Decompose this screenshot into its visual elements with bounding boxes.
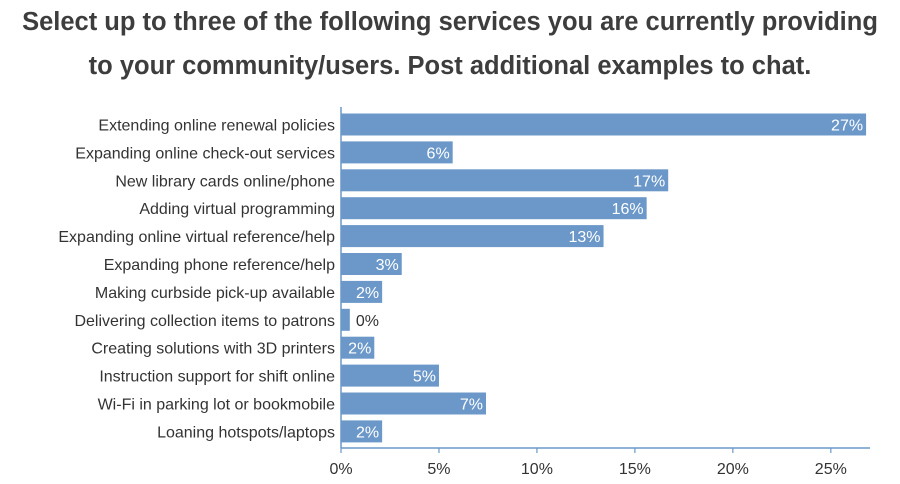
bar xyxy=(341,280,383,303)
bar xyxy=(341,113,867,136)
data-label: 7% xyxy=(460,397,483,414)
bar xyxy=(341,308,350,331)
data-label: 0% xyxy=(356,313,379,330)
data-label: 13% xyxy=(569,229,601,246)
category-label: Extending online renewal policies xyxy=(98,118,335,135)
category-label: Delivering collection items to patrons xyxy=(74,313,335,330)
category-label: Adding virtual programming xyxy=(139,201,335,218)
x-tick-label: 20% xyxy=(717,461,749,478)
x-tick-label: 25% xyxy=(815,461,847,478)
x-tick-label: 0% xyxy=(329,461,352,478)
category-label: Creating solutions with 3D printers xyxy=(91,341,335,358)
category-label: Wi-Fi in parking lot or bookmobile xyxy=(98,397,336,414)
data-label: 2% xyxy=(356,285,379,302)
bar xyxy=(341,141,453,164)
bar xyxy=(341,225,604,248)
bar xyxy=(341,392,486,415)
bar xyxy=(341,197,647,220)
data-label: 2% xyxy=(348,341,371,358)
data-label: 16% xyxy=(612,201,644,218)
chart-title-line-2: to your community/users. Post additional… xyxy=(88,52,812,80)
bar xyxy=(341,336,375,359)
bar xyxy=(341,253,402,275)
category-label: New library cards online/phone xyxy=(115,173,335,190)
chart-title: Select up to three of the following serv… xyxy=(0,0,900,88)
bar xyxy=(341,420,383,443)
data-label: 27% xyxy=(831,118,863,135)
data-label: 6% xyxy=(427,145,450,162)
category-label: Expanding online check-out services xyxy=(75,145,335,162)
category-label: Expanding phone reference/help xyxy=(104,257,335,274)
category-label: Expanding online virtual reference/help xyxy=(58,229,335,246)
data-label: 3% xyxy=(376,257,399,274)
bar xyxy=(341,364,439,387)
category-label: Making curbside pick-up available xyxy=(95,285,335,302)
bar xyxy=(341,169,669,192)
data-label: 5% xyxy=(413,369,436,386)
x-tick-label: 15% xyxy=(619,461,651,478)
data-label: 2% xyxy=(356,424,379,441)
category-label: Instruction support for shift online xyxy=(99,369,335,386)
category-label: Loaning hotspots/laptops xyxy=(157,424,335,441)
x-tick-label: 10% xyxy=(521,461,553,478)
x-tick-label: 5% xyxy=(427,461,450,478)
chart-title-line-1: Select up to three of the following serv… xyxy=(22,8,878,36)
data-label: 17% xyxy=(633,173,665,190)
